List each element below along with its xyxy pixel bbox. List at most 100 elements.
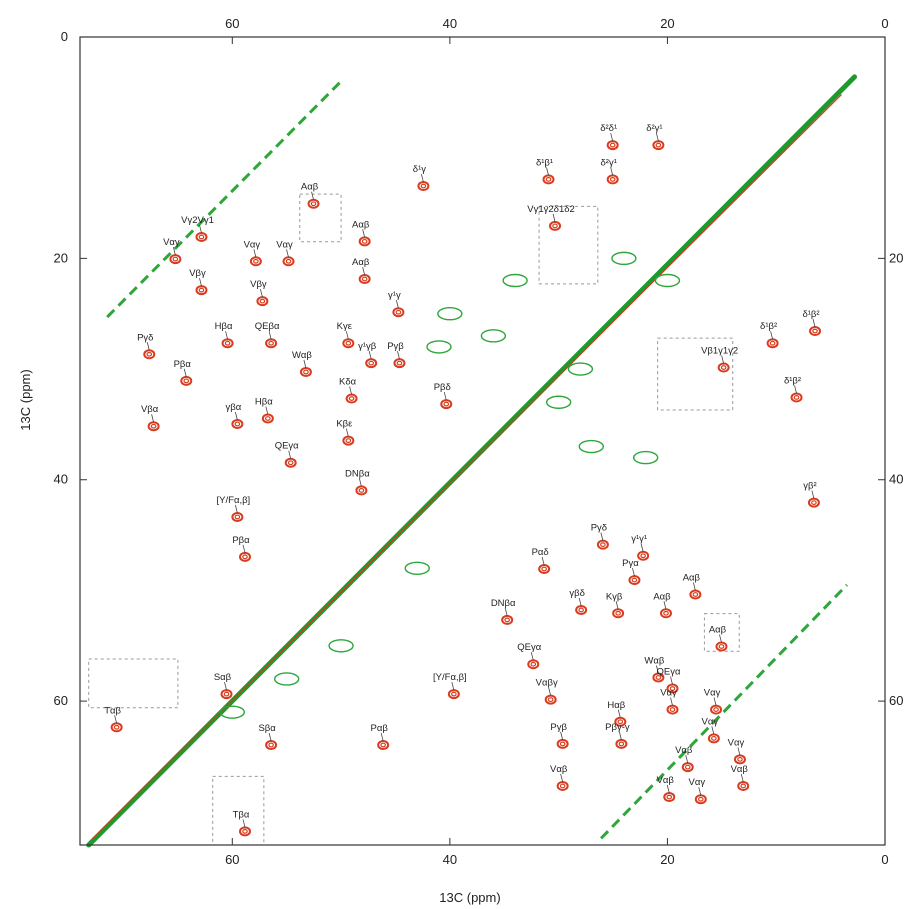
annotation-leader bbox=[260, 289, 263, 298]
red-contour-peak-inner bbox=[287, 460, 294, 466]
peak-annotation: Aαβ bbox=[653, 591, 671, 602]
x-tick-label-bottom: 60 bbox=[225, 852, 239, 867]
peak-annotation: δ²δ¹ bbox=[600, 123, 617, 134]
annotation-leader bbox=[397, 351, 400, 360]
green-cluster-peak bbox=[545, 395, 572, 409]
red-contour-peak-inner bbox=[655, 142, 662, 148]
annotation-leader bbox=[288, 450, 292, 459]
annotation-leader bbox=[698, 787, 702, 796]
annotation-leader bbox=[114, 715, 118, 724]
red-contour-peak-inner bbox=[811, 500, 817, 505]
annotation-leader bbox=[719, 634, 722, 643]
red-contour-peak-inner bbox=[310, 201, 317, 207]
peak-annotation: DNβα bbox=[345, 468, 370, 479]
peak-annotation: Vαβγ bbox=[536, 678, 558, 689]
green-cluster-peak bbox=[611, 251, 637, 266]
red-contour-peak-inner bbox=[198, 234, 205, 240]
red-contour-peak-inner bbox=[769, 340, 776, 346]
peak-annotation: Pγβ bbox=[387, 341, 404, 352]
annotation-leader bbox=[234, 504, 238, 514]
annotation-leader bbox=[242, 544, 246, 553]
annotation-leader bbox=[504, 607, 508, 617]
annotation-leader bbox=[224, 681, 227, 691]
green-cluster-peak bbox=[567, 362, 594, 376]
annotation-leader bbox=[345, 428, 349, 437]
peak-annotation: δ¹β² bbox=[802, 309, 819, 320]
peak-annotation: Vαγ bbox=[660, 688, 677, 699]
dashed-box bbox=[538, 205, 599, 285]
peak-annotation: Vγ1γ2δ1δ2 bbox=[527, 204, 575, 215]
green-cluster-peak bbox=[632, 450, 659, 465]
green-cluster-peak bbox=[219, 705, 245, 719]
peak-annotation: Vαγ bbox=[704, 688, 721, 699]
green-cluster-peak bbox=[480, 329, 507, 343]
red-contour-peak-inner bbox=[345, 340, 352, 346]
red-contour-peak-inner bbox=[669, 707, 676, 712]
green-cluster-peak bbox=[426, 340, 452, 354]
peak-annotation: Vγ2Vγ1 bbox=[181, 215, 214, 226]
annotation-leader bbox=[268, 732, 272, 742]
annotation-leader bbox=[794, 385, 797, 394]
peak-annotation: Pγδ bbox=[591, 523, 607, 534]
annotation-leader bbox=[234, 411, 238, 421]
peak-annotation: QEβα bbox=[255, 321, 280, 332]
annotation-leader bbox=[368, 351, 372, 360]
plot-frame bbox=[79, 36, 886, 846]
peak-annotation: γβα bbox=[226, 402, 242, 413]
peak-annotation: Vβα bbox=[141, 404, 159, 415]
x-tick-label-top: 60 bbox=[225, 16, 239, 31]
red-contour-peak-inner bbox=[242, 554, 248, 560]
annotation-leader bbox=[610, 132, 614, 142]
annotation-leader bbox=[530, 652, 534, 661]
red-contour-peak-inner bbox=[183, 378, 190, 384]
annotation-leader bbox=[286, 249, 289, 258]
red-contour-peak-inner bbox=[361, 276, 368, 282]
peak-annotation: Pγβ bbox=[550, 722, 567, 733]
peak-annotation: Pγα bbox=[622, 558, 639, 569]
annotation-leader bbox=[151, 414, 155, 423]
annotation-leader bbox=[721, 355, 725, 364]
annotation-leader bbox=[663, 601, 667, 610]
peak-annotation: Kδα bbox=[339, 377, 357, 388]
red-contour-peak-inner bbox=[113, 724, 120, 730]
annotation-leader bbox=[610, 167, 614, 176]
annotation-leader bbox=[560, 773, 564, 783]
peak-annotation: γ¹γβ bbox=[358, 341, 377, 352]
annotation-leader bbox=[421, 173, 424, 183]
annotation-leader bbox=[172, 246, 176, 256]
red-contour-peak-inner bbox=[545, 176, 552, 182]
red-contour-peak-inner bbox=[348, 396, 355, 401]
annotation-leader bbox=[242, 819, 246, 828]
annotation-leader bbox=[670, 697, 673, 706]
annotation-leader bbox=[685, 755, 689, 764]
red-contour-peak-inner bbox=[420, 183, 427, 189]
annotation-leader bbox=[670, 676, 673, 685]
annotation-leader bbox=[546, 167, 549, 176]
green-cluster-peak bbox=[273, 672, 300, 686]
annotation-leader bbox=[548, 687, 552, 696]
annotation-leader bbox=[541, 556, 545, 566]
peak-annotation: Vαγ bbox=[702, 716, 719, 727]
annotation-leader bbox=[146, 342, 150, 351]
main-diagonal-red-edge bbox=[90, 94, 842, 841]
annotation-leader bbox=[600, 532, 604, 541]
peak-annotation: δ²γ¹ bbox=[601, 157, 617, 168]
peak-annotation: Wαβ bbox=[644, 655, 664, 666]
red-contour-peak-inner bbox=[224, 340, 231, 346]
annotation-leader bbox=[265, 406, 269, 415]
red-contour-peak-inner bbox=[259, 298, 266, 304]
peak-annotation: Vβ1γ1γ2 bbox=[701, 346, 738, 357]
red-contour-peak-inner bbox=[368, 360, 374, 366]
annotation-leader bbox=[362, 229, 366, 238]
annotation-leader bbox=[199, 277, 202, 287]
annotation-leader bbox=[303, 359, 307, 369]
dashed-box bbox=[657, 337, 734, 411]
red-contour-peak-inner bbox=[740, 783, 747, 789]
peak-annotation: Hαβ bbox=[607, 700, 625, 711]
annotation-leader bbox=[268, 331, 272, 340]
red-contour-peak-inner bbox=[666, 794, 673, 800]
green-cluster-peak bbox=[437, 307, 463, 321]
peak-annotation: Vαβ bbox=[731, 764, 749, 775]
y-tick-label-left: 60 bbox=[54, 693, 68, 708]
